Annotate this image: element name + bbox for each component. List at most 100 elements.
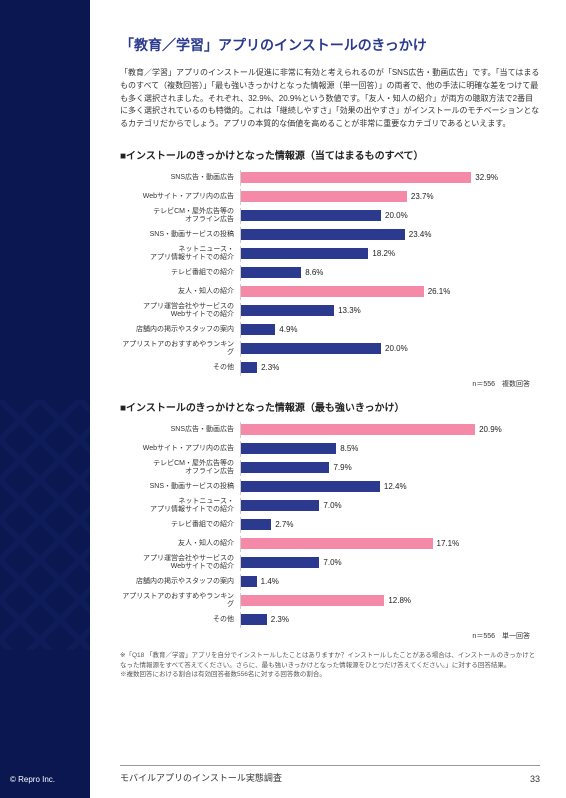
chart-bar — [241, 324, 275, 335]
chart-row: 店舗内の掲示やスタッフの案内1.4% — [120, 574, 540, 590]
chart-value: 13.3% — [338, 306, 361, 315]
body-paragraph: 「教育／学習」アプリのインストール促進に非常に有効と考えられるのが「SNS広告・… — [120, 67, 540, 131]
chart-bar — [241, 519, 271, 530]
chart-value: 23.4% — [409, 230, 432, 239]
chart-bar — [241, 229, 405, 240]
chart-bar-area: 20.0% — [240, 208, 540, 224]
chart-row: ネットニュース・アプリ情報サイトでの紹介 7.0% — [120, 498, 540, 514]
page-number: 33 — [530, 774, 540, 784]
chart-bar-area: 2.3% — [240, 360, 540, 376]
chart-value: 23.7% — [411, 192, 434, 201]
chart-bar-area: 7.0% — [240, 498, 540, 514]
chart-row-label: SNS広告・動画広告 — [120, 426, 240, 434]
chart-row-label: その他 — [120, 364, 240, 372]
chart-value: 17.1% — [437, 539, 460, 548]
chart-row: SNS広告・動画広告 32.9% — [120, 170, 540, 186]
chart-row-label: Webサイト・アプリ内の広告 — [120, 445, 240, 453]
chart-bar — [241, 614, 267, 625]
chart-row: 友人・知人の紹介 26.1% — [120, 284, 540, 300]
chart-2-title: ■インストールのきっかけとなった情報源（最も強いきっかけ） — [120, 399, 540, 414]
chart-value: 7.0% — [323, 501, 341, 510]
chart-bar — [241, 210, 381, 221]
chart-value: 20.9% — [479, 425, 502, 434]
copyright: © Repro Inc. — [10, 775, 55, 784]
chart-1-title: ■インストールのきっかけとなった情報源（当てはまるものすべて） — [120, 147, 540, 162]
chart-row-label: ネットニュース・アプリ情報サイトでの紹介 — [120, 498, 240, 513]
chart-bar — [241, 305, 334, 316]
chart-bar — [241, 172, 471, 183]
chart-bar-area: 20.0% — [240, 341, 540, 357]
chart-value: 2.7% — [275, 520, 293, 529]
footnote: ※「Q18 「教育／学習」アプリを自分でインストールしたことはありますか？インス… — [120, 651, 540, 680]
footnote-line-2: ※複数回答における割合は有効回答者数556名に対する回答数の割合。 — [120, 670, 540, 680]
footer-divider — [120, 765, 540, 766]
footer-title: モバイルアプリのインストール実態調査 — [120, 771, 282, 784]
chart-value: 26.1% — [428, 287, 451, 296]
chart-bar — [241, 481, 380, 492]
chart-bar-area: 2.3% — [240, 612, 540, 628]
chart-bar — [241, 267, 301, 278]
chart-row: SNS・動画サービスの投稿23.4% — [120, 227, 540, 243]
chart-row-label: テレビCM・屋外広告等のオフライン広告 — [120, 460, 240, 475]
chart-row: アプリ運営会社やサービスのWebサイトでの紹介 7.0% — [120, 555, 540, 571]
chart-bar — [241, 362, 257, 373]
chart-bar — [241, 343, 381, 354]
chart-value: 12.4% — [384, 482, 407, 491]
chart-row: テレビ番組での紹介 2.7% — [120, 517, 540, 533]
chart-value: 20.0% — [385, 211, 408, 220]
chart-bar-area: 8.5% — [240, 441, 540, 457]
chart-row: テレビ番組での紹介8.6% — [120, 265, 540, 281]
chart-row: Webサイト・アプリ内の広告 23.7% — [120, 189, 540, 205]
chart-row-label: 友人・知人の紹介 — [120, 288, 240, 296]
chart-bar-area: 32.9% — [240, 170, 540, 186]
chart-row: SNS広告・動画広告 20.9% — [120, 422, 540, 438]
chart-row: テレビCM・屋外広告等のオフライン広告20.0% — [120, 208, 540, 224]
chart-row: アプリストアのおすすめやランキング 20.0% — [120, 341, 540, 357]
chart-row: 友人・知人の紹介 17.1% — [120, 536, 540, 552]
chart-row-label: テレビ番組での紹介 — [120, 521, 240, 529]
chart-value: 32.9% — [475, 173, 498, 182]
chart-bar-area: 1.4% — [240, 574, 540, 590]
chart-bar-area: 7.0% — [240, 555, 540, 571]
chart-1-n: n＝556 複数回答 — [120, 379, 540, 389]
sidebar-pattern — [0, 400, 90, 650]
chart-value: 2.3% — [261, 363, 279, 372]
chart-bar-area: 13.3% — [240, 303, 540, 319]
chart-row-label: 店舗内の掲示やスタッフの案内 — [120, 326, 240, 334]
chart-value: 20.0% — [385, 344, 408, 353]
chart-row: その他 2.3% — [120, 360, 540, 376]
chart-bar — [241, 462, 329, 473]
chart-row-label: Webサイト・アプリ内の広告 — [120, 193, 240, 201]
chart-2: ■インストールのきっかけとなった情報源（最も強いきっかけ） SNS広告・動画広告… — [120, 399, 540, 641]
chart-value: 7.0% — [323, 558, 341, 567]
chart-bar — [241, 248, 368, 259]
chart-row: Webサイト・アプリ内の広告 8.5% — [120, 441, 540, 457]
chart-value: 8.6% — [305, 268, 323, 277]
chart-bar — [241, 500, 319, 511]
chart-bar-area: 12.8% — [240, 593, 540, 609]
chart-bar-area: 23.7% — [240, 189, 540, 205]
chart-row-label: アプリ運営会社やサービスのWebサイトでの紹介 — [120, 555, 240, 570]
footnote-line-1: ※「Q18 「教育／学習」アプリを自分でインストールしたことはありますか？インス… — [120, 651, 540, 671]
chart-value: 8.5% — [340, 444, 358, 453]
chart-bar-area: 26.1% — [240, 284, 540, 300]
chart-value: 4.9% — [279, 325, 297, 334]
chart-row: 店舗内の掲示やスタッフの案内 4.9% — [120, 322, 540, 338]
chart-bar-area: 8.6% — [240, 265, 540, 281]
chart-row-label: SNS・動画サービスの投稿 — [120, 483, 240, 491]
chart-2-n: n＝556 単一回答 — [120, 631, 540, 641]
chart-row: アプリ運営会社やサービスのWebサイトでの紹介13.3% — [120, 303, 540, 319]
chart-row-label: 友人・知人の紹介 — [120, 540, 240, 548]
chart-bar-area: 23.4% — [240, 227, 540, 243]
chart-row: ネットニュース・アプリ情報サイトでの紹介 18.2% — [120, 246, 540, 262]
chart-bar — [241, 595, 384, 606]
chart-value: 12.8% — [388, 596, 411, 605]
chart-row-label: アプリストアのおすすめやランキング — [120, 593, 240, 608]
chart-row-label: アプリストアのおすすめやランキング — [120, 341, 240, 356]
chart-bar-area: 7.9% — [240, 460, 540, 476]
chart-value: 18.2% — [372, 249, 395, 258]
chart-row-label: ネットニュース・アプリ情報サイトでの紹介 — [120, 246, 240, 261]
chart-value: 1.4% — [261, 577, 279, 586]
chart-row-label: SNS広告・動画広告 — [120, 174, 240, 182]
chart-bar — [241, 557, 319, 568]
